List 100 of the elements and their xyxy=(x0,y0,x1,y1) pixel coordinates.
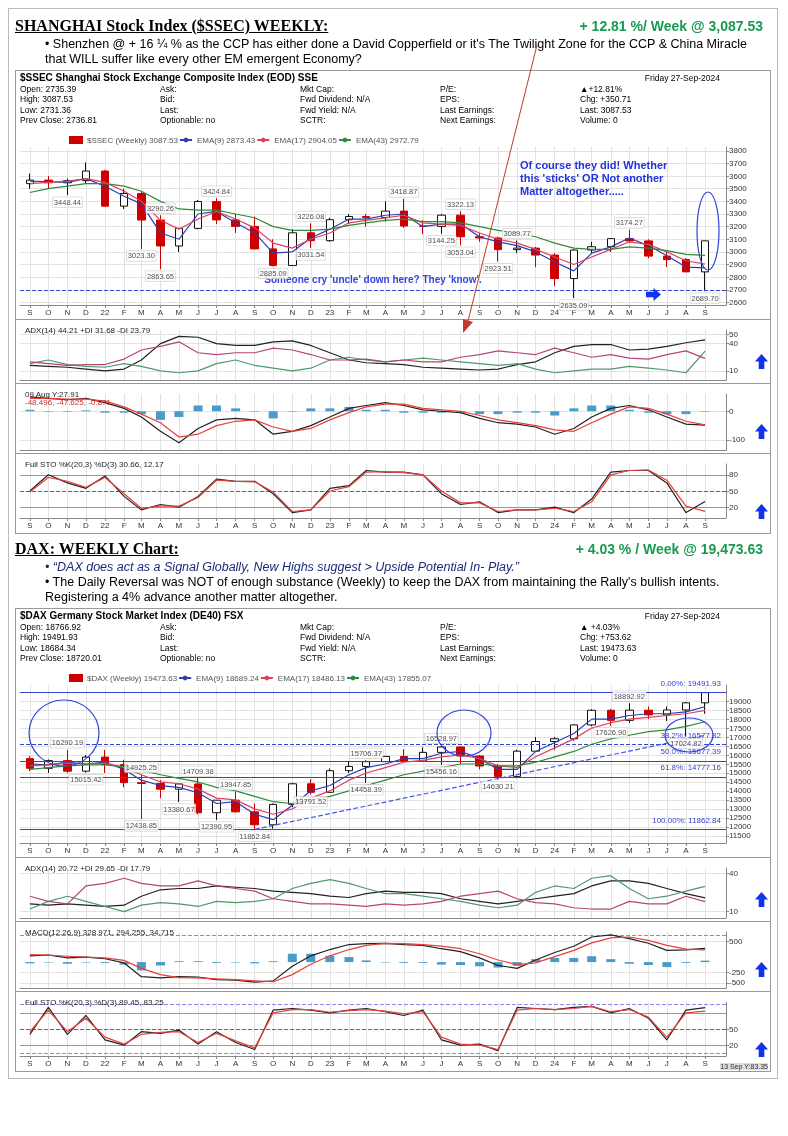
x-tick-label: A xyxy=(457,845,464,855)
x-tick-label: S xyxy=(252,1058,258,1068)
x-tick-label: S xyxy=(27,307,33,317)
text: Last: 3087.53 xyxy=(580,104,633,115)
x-tick-label: M xyxy=(625,1058,633,1068)
x-tick-label: A xyxy=(457,520,464,530)
x-tick-label: N xyxy=(289,1058,296,1068)
x-tick-label: D xyxy=(532,845,539,855)
x-tick-label: A xyxy=(457,1058,464,1068)
x-tick-label: S xyxy=(27,845,33,855)
y-tick-label: -500 xyxy=(729,978,746,988)
text: $SSEC Shanghai Stock Exchange Composite Index (EOD) SSE xyxy=(20,72,319,84)
x-tick-label: O xyxy=(270,1058,277,1068)
x-tick-label: 23 xyxy=(325,520,335,530)
x-tick-label: F xyxy=(346,845,352,855)
text: Next Earnings: xyxy=(440,115,497,126)
x-tick-label: 22 xyxy=(100,307,111,317)
y-tick-label: 17000 xyxy=(729,732,752,742)
x-tick-label: M xyxy=(400,1058,408,1068)
x-tick-label: S xyxy=(702,845,708,855)
chart-subtitle: + 4.03 % / Week @ 19,473.63 xyxy=(575,541,763,557)
text: Prev Close: 18720.01 xyxy=(20,653,103,664)
x-tick-label: M xyxy=(362,307,370,317)
x-tick-label: M xyxy=(400,520,408,530)
x-tick-label: J xyxy=(664,845,669,855)
legend-label: EMA(43) 17855.07 xyxy=(363,673,432,683)
x-tick-label: 24 xyxy=(550,845,560,855)
x-tick-label: M xyxy=(175,845,183,855)
x-tick-label: M xyxy=(625,307,633,317)
text: Ask: xyxy=(160,621,178,632)
x-tick-label: J xyxy=(439,845,444,855)
x-tick-label: O xyxy=(494,845,502,855)
x-tick-label: M xyxy=(588,307,596,317)
x-tick-label: J xyxy=(214,307,219,317)
x-tick-label: J xyxy=(439,520,444,530)
x-tick-label: D xyxy=(307,845,314,855)
ref-line-label: 61.8%: 14777.16 xyxy=(660,763,722,773)
x-tick-label: N xyxy=(289,307,296,317)
y-tick-label: 3500 xyxy=(729,184,748,194)
text: Last: 19473.63 xyxy=(580,642,638,653)
x-tick-label: F xyxy=(571,307,577,317)
x-tick-label: N xyxy=(514,845,521,855)
text: Bid: xyxy=(160,632,176,643)
x-tick-label: O xyxy=(45,845,52,855)
x-tick-label: J xyxy=(420,1058,425,1068)
text: SCTR: xyxy=(300,115,327,126)
text: EPS: xyxy=(440,632,461,643)
y-tick-label: 10 xyxy=(729,366,739,376)
y-tick-label: 2900 xyxy=(729,260,748,270)
x-tick-label: D xyxy=(532,1058,539,1068)
legend-label: EMA(43) 2972.79 xyxy=(355,135,420,145)
x-tick-label: N xyxy=(64,845,71,855)
chart-title: SHANGHAI Stock Index ($SSEC) WEEKLY: xyxy=(15,17,329,35)
y-tick-label: 50 xyxy=(729,1024,739,1034)
y-tick-label: 3800 xyxy=(729,146,748,156)
text: Chg: +350.71 xyxy=(580,94,633,105)
x-tick-label: F xyxy=(121,1058,127,1068)
text: Last: xyxy=(160,104,180,115)
y-tick-label: 3700 xyxy=(729,158,748,168)
x-tick-label: A xyxy=(232,520,239,530)
x-tick-label: A xyxy=(382,307,389,317)
chart-title: DAX: WEEKLY Chart: xyxy=(15,540,179,558)
y-tick-label: 3300 xyxy=(729,209,748,219)
text: Friday 27-Sep-2024 xyxy=(643,611,720,622)
x-tick-label: J xyxy=(196,307,201,317)
y-tick-label: -250 xyxy=(729,968,746,978)
x-tick-label: A xyxy=(608,1058,615,1068)
y-tick-label: 2700 xyxy=(729,285,748,295)
text: Fwd Dividend: N/A xyxy=(300,632,372,643)
x-tick-label: O xyxy=(45,307,52,317)
y-tick-label: 18000 xyxy=(729,714,752,724)
x-tick-label: J xyxy=(439,1058,444,1068)
x-tick-label: S xyxy=(476,1058,483,1068)
y-tick-label: 14000 xyxy=(729,786,752,796)
x-tick-label: 23 xyxy=(325,307,335,317)
x-tick-label: M xyxy=(138,307,146,317)
x-tick-label: A xyxy=(608,845,615,855)
text: Volume: 0 xyxy=(580,115,619,126)
x-tick-label: S xyxy=(476,307,483,317)
text: ▲ +4.03% xyxy=(580,621,621,632)
y-tick-label: 18500 xyxy=(729,705,752,715)
x-tick-label: O xyxy=(45,1058,52,1068)
text: Next Earnings: xyxy=(440,653,497,664)
x-tick-label: J xyxy=(214,520,219,530)
x-tick-label: O xyxy=(270,520,277,530)
y-tick-label: 80 xyxy=(729,470,739,480)
y-tick-label: 0 xyxy=(729,406,734,416)
x-tick-label: F xyxy=(346,520,352,530)
x-tick-label: M xyxy=(362,845,370,855)
chart-title: Full STO %K(20,3) %D(3) 30.66, 12.17 xyxy=(25,459,165,469)
y-tick-label: 20 xyxy=(729,502,739,512)
x-tick-label: D xyxy=(83,520,90,530)
x-tick-label: O xyxy=(270,845,277,855)
text: Last Earnings: xyxy=(440,642,496,653)
text: Open: 2735.39 xyxy=(20,83,78,94)
text: Ask: xyxy=(160,83,178,94)
x-tick-label: 23 xyxy=(325,1058,335,1068)
x-tick-label: 24 xyxy=(550,520,560,530)
x-tick-label: D xyxy=(532,520,539,530)
text: P/E: xyxy=(440,83,458,94)
